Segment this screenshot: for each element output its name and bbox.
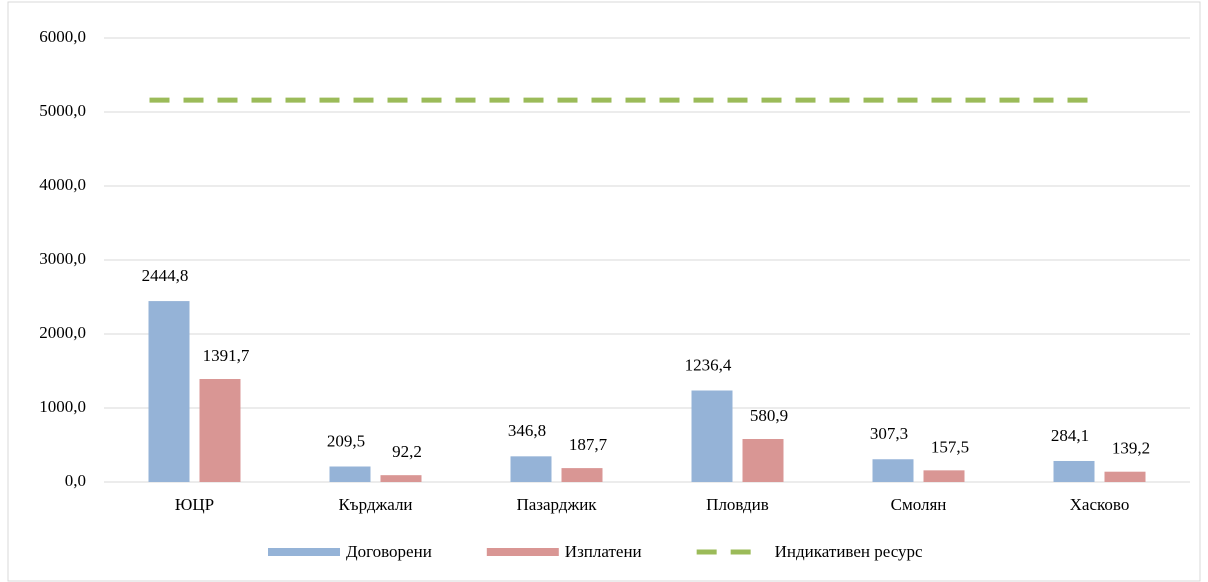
- data-label: 1391,7: [203, 346, 250, 365]
- data-label: 157,5: [931, 437, 969, 456]
- bar: [691, 390, 733, 482]
- bar: [199, 379, 241, 482]
- x-tick-label: Пазарджик: [516, 495, 597, 514]
- data-label: 307,3: [870, 424, 908, 443]
- y-tick-label: 0,0: [65, 471, 86, 490]
- bar: [510, 456, 552, 482]
- data-label: 187,7: [569, 435, 608, 454]
- legend-label: Договорени: [346, 542, 432, 561]
- y-tick-label: 3000,0: [39, 249, 86, 268]
- bar: [148, 301, 190, 482]
- x-tick-label: ЮЦР: [175, 495, 214, 514]
- bar: [1104, 471, 1146, 482]
- legend-label: Индикативен ресурс: [775, 542, 923, 561]
- bar: [742, 439, 784, 482]
- y-tick-label: 6000,0: [39, 27, 86, 46]
- legend-swatch: [268, 548, 340, 556]
- data-label: 209,5: [327, 431, 365, 450]
- data-label: 1236,4: [685, 355, 732, 374]
- y-tick-label: 4000,0: [39, 175, 86, 194]
- x-tick-label: Хасково: [1070, 495, 1130, 514]
- data-label: 284,1: [1051, 426, 1089, 445]
- y-tick-label: 5000,0: [39, 101, 86, 120]
- legend-label: Изплатени: [565, 542, 642, 561]
- bar: [872, 459, 914, 482]
- y-tick-label: 2000,0: [39, 323, 86, 342]
- data-label: 346,8: [508, 421, 546, 440]
- data-label: 92,2: [392, 442, 422, 461]
- bar: [329, 466, 371, 482]
- data-label: 2444,8: [142, 266, 189, 285]
- legend-swatch: [486, 548, 559, 556]
- bar: [1053, 460, 1095, 482]
- x-tick-label: Пловдив: [706, 495, 769, 514]
- data-label: 580,9: [750, 406, 788, 425]
- bar: [380, 475, 422, 482]
- bar: [923, 470, 965, 482]
- bar: [561, 468, 603, 482]
- x-tick-label: Смолян: [891, 495, 947, 514]
- y-tick-label: 1000,0: [39, 397, 86, 416]
- x-tick-label: Кърджали: [338, 495, 412, 514]
- data-label: 139,2: [1112, 439, 1150, 458]
